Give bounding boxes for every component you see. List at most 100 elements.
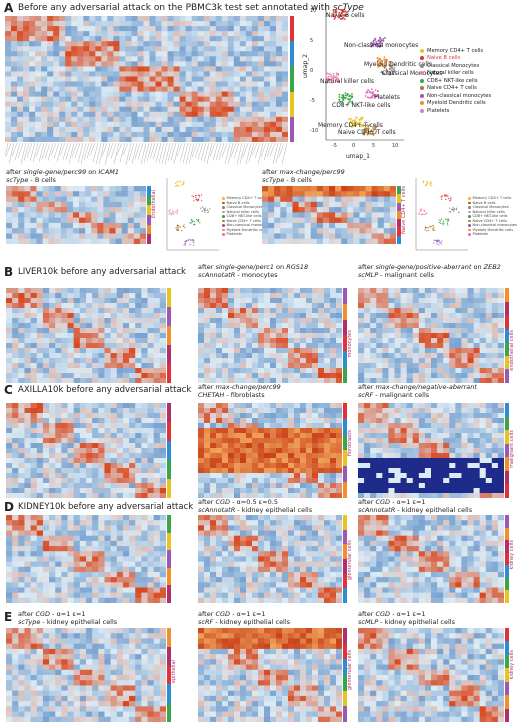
panel-e-c2-title: after CGD - α=1 ε=1 scRF - kidney epithel…	[198, 610, 291, 626]
umap-cluster-label: Non-classical monocytes	[344, 42, 419, 49]
heatmap-a-sub2	[262, 186, 396, 244]
mini-legend-label: Natural killer cells	[472, 209, 505, 214]
annotation-colorbar-e1	[167, 628, 171, 722]
legend-label: CD8+ NKT-like cells	[427, 77, 478, 84]
annotation-colorbar-a-sub1	[147, 186, 151, 244]
annotation-colorbar-c3	[505, 403, 509, 498]
mini-legend-swatch	[222, 197, 225, 200]
legend-item: Non-classical monocytes	[420, 92, 491, 100]
panel-a-title: Before any adversarial attack on the PBM…	[18, 3, 364, 13]
legend-label: Non-classical monocytes	[427, 92, 492, 99]
heatmap-b2	[198, 288, 342, 383]
mini-legend-swatch	[222, 233, 225, 236]
legend-swatch	[420, 108, 424, 113]
mini-legend-swatch	[222, 206, 225, 209]
heatmap-d1	[6, 515, 166, 603]
annotation-colorbar-b3	[505, 288, 509, 383]
mini-legend-swatch	[468, 197, 471, 200]
mini-legend-a1: Memory CD4+ T cells Naive B cells Classica…	[222, 196, 271, 237]
d2-side-label: glomerular cells	[347, 540, 353, 581]
panel-e-c3-title: after CGD - α=1 ε=1 scMLP - kidney epithe…	[358, 610, 455, 626]
panel-d-c2-title: after CGD - α=0.5 ε=0.5 scAnnotatR - kidn…	[198, 498, 313, 514]
panel-d-label: D	[4, 500, 14, 514]
heatmap-b1	[6, 288, 166, 383]
mini-legend-label: Myeloid Dendritic cells	[226, 227, 268, 232]
panel-b-label: B	[4, 265, 14, 279]
annotation-colorbar-c1	[167, 403, 171, 498]
mini-legend-swatch	[468, 224, 471, 227]
e1-side-label: epithelial	[171, 660, 177, 684]
annotation-colorbar-b2	[343, 288, 347, 383]
mini-legend-item: Memory CD4+ T cells	[222, 196, 271, 201]
legend-label: Myeloid Dendritic cells	[427, 100, 486, 107]
mini-legend-item: Classical Monocytes	[222, 205, 271, 210]
heatmap-c2	[198, 403, 342, 498]
mini-legend-swatch	[222, 228, 225, 231]
mini-legend-item: Myeloid Dendritic cells	[222, 228, 271, 233]
panel-d-title: KIDNEY10k before any adversarial attack	[18, 502, 194, 512]
mini-legend-swatch	[468, 228, 471, 231]
mini-legend-label: Classical Monocytes	[472, 205, 509, 210]
mini-legend-label: Classical Monocytes	[226, 205, 263, 210]
legend-item: Myeloid Dendritic cells	[420, 100, 491, 108]
mini-legend-swatch	[468, 210, 471, 213]
legend-item: Memory CD4+ T cells	[420, 47, 491, 55]
legend-label: Memory CD4+ T cells	[427, 47, 484, 54]
mini-legend-item: Memory CD4+ T cells	[468, 196, 517, 201]
legend-label: Natural killer cells	[427, 70, 474, 77]
mini-legend-label: CD8+ NKT-like cells	[226, 214, 262, 219]
mini-legend-swatch	[468, 233, 471, 236]
mini-legend-item: Non-classical monocytes	[468, 223, 517, 228]
panel-a-label: A	[4, 1, 14, 15]
annotation-colorbar-e2	[343, 628, 347, 722]
heatmap-a-main	[5, 16, 288, 142]
umap-cluster-label: Naive B cells	[326, 12, 365, 19]
umap-cluster-label: CD8+ NKT-like cells	[332, 102, 391, 109]
mini-legend-item: Classical Monocytes	[468, 205, 517, 210]
mini-legend-item: Platelets	[222, 232, 271, 237]
umap-ytick: -10	[310, 128, 319, 134]
mini-legend-item: Myeloid Dendritic cells	[468, 228, 517, 233]
mini-legend-item: Platelets	[468, 232, 517, 237]
mini-legend-label: Non-classical monocytes	[472, 223, 517, 228]
sub2-side-label: Naive CD4+ T cells	[401, 186, 407, 234]
panel-c-title: AXILLA10k before any adversarial attack	[18, 385, 192, 395]
annotation-colorbar-b1	[167, 288, 171, 383]
e3-side-label: kidney cells	[509, 650, 515, 680]
mini-legend-label: Platelets	[226, 232, 242, 237]
umap-cluster-label: Platelets	[374, 94, 400, 101]
mini-legend-label: Naive CD4+ T cells	[472, 218, 507, 223]
panel-b-c3-title: after single-gene/positive-aberrant on Z…	[358, 263, 501, 279]
legend-label: Naive B cells	[427, 55, 461, 62]
annotation-colorbar-d1	[167, 515, 171, 603]
annotation-colorbar-e3	[505, 628, 509, 722]
legend-swatch	[420, 71, 424, 76]
legend-item: CD8+ NKT-like cells	[420, 77, 491, 85]
legend-swatch	[420, 86, 424, 91]
mini-legend-swatch	[468, 219, 471, 222]
umap-cluster-labels: Naive B cells Non-classical monocytes Myel…	[318, 4, 442, 154]
mini-legend-item: CD8+ NKT-like cells	[222, 214, 271, 219]
legend-label: Platelets	[427, 107, 450, 114]
legend-item: Classical Monocytes	[420, 62, 491, 70]
mini-legend-item: Naive CD4+ T cells	[222, 219, 271, 224]
mini-legend-swatch	[222, 224, 225, 227]
umap-ytick: -5	[310, 98, 315, 104]
b3-side-label: endothelial cells	[509, 330, 515, 371]
heatmap-e3	[358, 628, 504, 722]
legend-label: Classical Monocytes	[427, 62, 480, 69]
panel-a-sub2-title: after max-change/perc99 scType - B cells	[262, 168, 345, 184]
legend-swatch	[420, 63, 424, 68]
mini-legend-label: Naive B cells	[226, 200, 250, 205]
c2-side-label: fibroblasts	[347, 430, 353, 457]
umap-ytick: 10	[310, 8, 317, 14]
legend-item: Naive CD4+ T cells	[420, 85, 491, 93]
mini-legend-item: CD8+ NKT-like cells	[468, 214, 517, 219]
mini-legend-swatch	[222, 210, 225, 213]
legend-label: Naive CD4+ T cells	[427, 85, 477, 92]
mini-legend-item: Naive B cells	[468, 201, 517, 206]
annotation-colorbar-d3	[505, 515, 509, 603]
mini-legend-label: Naive CD4+ T cells	[226, 218, 261, 223]
mini-legend-label: Memory CD4+ T cells	[472, 196, 512, 201]
heatmap-c3	[358, 403, 504, 498]
